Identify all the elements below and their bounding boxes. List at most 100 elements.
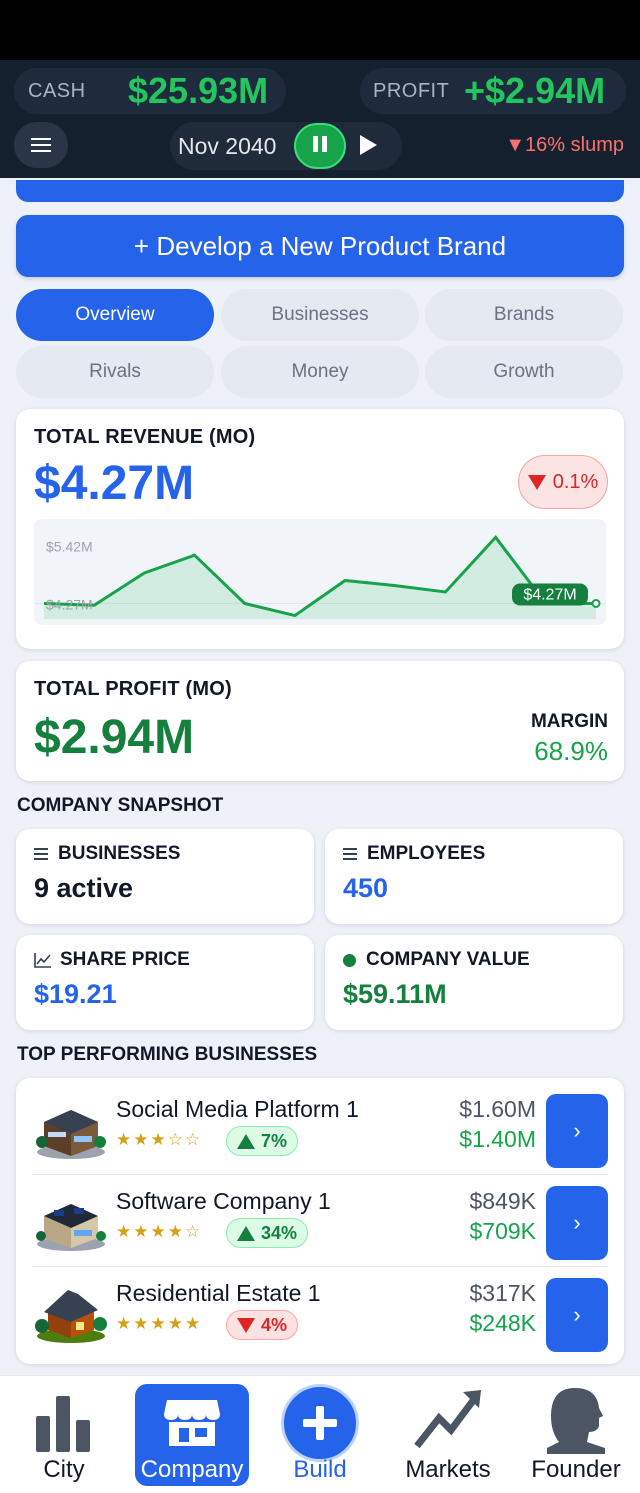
margin-label: MARGIN — [530, 711, 608, 732]
scrolled-card-edge — [16, 180, 624, 202]
nav-build[interactable]: Build — [256, 1376, 384, 1493]
menu-icon — [31, 144, 51, 146]
office-building-icon — [36, 1110, 106, 1159]
change-badge: 34% — [226, 1218, 309, 1248]
star-rating: ★★★☆☆ — [116, 1130, 203, 1149]
chart-tick-label: $5.42M — [46, 538, 93, 554]
share-price-value: $19.21 — [34, 979, 117, 1009]
tab-rivals[interactable]: Rivals — [16, 346, 214, 398]
business-revenue: $849K — [469, 1188, 536, 1214]
tab-overview[interactable]: Overview — [16, 289, 214, 341]
tab-brands[interactable]: Brands — [425, 289, 623, 341]
list-icon — [343, 848, 357, 860]
nav-founder[interactable]: Founder — [512, 1376, 640, 1493]
cash-label: CASH — [28, 79, 86, 102]
tab-money[interactable]: Money — [221, 346, 419, 398]
develop-brand-button[interactable]: + Develop a New Product Brand — [16, 215, 624, 277]
store-icon — [164, 1400, 220, 1446]
cash-value: $25.93M — [128, 70, 269, 111]
house-icon — [35, 1290, 107, 1343]
nav-label: Founder — [531, 1456, 621, 1483]
open-business-button[interactable]: › — [546, 1094, 608, 1168]
tech-building-icon — [36, 1204, 106, 1251]
divider — [32, 1174, 608, 1175]
nav-markets[interactable]: Markets — [384, 1376, 512, 1493]
open-business-button[interactable]: › — [546, 1186, 608, 1260]
play-button[interactable] — [360, 135, 377, 155]
profit-value-large: $2.94M — [34, 711, 195, 764]
businesses-card[interactable]: BUSINESSES 9 active — [16, 829, 314, 924]
bar-chart-icon — [36, 1396, 90, 1452]
businesses-value: 9 active — [34, 873, 134, 903]
cash-display: CASH $25.93M — [14, 68, 286, 114]
profit-label: PROFIT — [373, 79, 450, 102]
employees-value: 450 — [343, 873, 389, 903]
nav-company[interactable]: Company — [135, 1376, 249, 1493]
share-price-label: SHARE PRICE — [60, 949, 190, 970]
company-value-card[interactable]: COMPANY VALUE $59.11M — [325, 935, 623, 1030]
change-value: 4% — [261, 1314, 288, 1335]
nav-label: City — [43, 1456, 85, 1483]
profit-title: TOTAL PROFIT (MO) — [34, 678, 232, 700]
list-item[interactable]: Social Media Platform 1 ★★★☆☆ 7% $1.60M … — [16, 1080, 624, 1172]
company-value-label: COMPANY VALUE — [366, 949, 530, 970]
up-triangle-icon — [237, 1225, 255, 1241]
business-name: Software Company 1 — [116, 1188, 331, 1214]
business-profit: $248K — [469, 1310, 536, 1336]
list-item[interactable]: Software Company 1 ★★★★☆ 34% $849K $709K… — [16, 1172, 624, 1264]
nav-city[interactable]: City — [0, 1376, 128, 1493]
nav-label: Company — [140, 1456, 244, 1483]
profit-value: +$2.94M — [464, 70, 606, 111]
economy-status: ▼16% slump — [505, 134, 624, 156]
revenue-delta: 0.1% — [552, 470, 599, 493]
change-value: 7% — [261, 1130, 288, 1151]
revenue-value: $4.27M — [34, 457, 195, 510]
tab-growth[interactable]: Growth — [425, 346, 623, 398]
game-date: Nov 2040 — [178, 133, 277, 159]
star-rating: ★★★★★ — [116, 1314, 203, 1333]
time-controls: Nov 2040 — [170, 122, 402, 170]
profit-display: PROFIT +$2.94M — [360, 68, 626, 114]
employees-card[interactable]: EMPLOYEES 450 — [325, 829, 623, 924]
divider — [32, 1266, 608, 1267]
chart-series-line — [43, 535, 596, 618]
menu-button[interactable] — [14, 122, 68, 168]
star-rating: ★★★★☆ — [116, 1222, 203, 1241]
person-head-icon — [547, 1388, 605, 1454]
top-businesses-list: Social Media Platform 1 ★★★☆☆ 7% $1.60M … — [16, 1078, 624, 1364]
pause-button[interactable] — [294, 123, 346, 169]
bottom-nav: City Company Build Markets Founder — [0, 1375, 640, 1493]
business-name: Social Media Platform 1 — [116, 1096, 359, 1122]
chart-tick-label: $4.27M — [46, 596, 93, 612]
line-chart-icon — [34, 953, 51, 968]
revenue-title: TOTAL REVENUE (MO) — [34, 426, 256, 448]
business-revenue: $1.60M — [459, 1096, 536, 1122]
list-icon — [34, 848, 48, 860]
plus-icon — [281, 1384, 359, 1462]
chevron-right-icon: › — [573, 1302, 581, 1327]
businesses-label: BUSINESSES — [58, 843, 181, 864]
business-profit: $709K — [469, 1218, 536, 1244]
open-business-button[interactable]: › — [546, 1278, 608, 1352]
share-price-card[interactable]: SHARE PRICE $19.21 — [16, 935, 314, 1030]
nav-label: Markets — [405, 1456, 491, 1483]
revenue-delta-badge: 0.1% — [518, 455, 608, 509]
chart-end-point — [591, 598, 601, 608]
change-value: 34% — [261, 1222, 298, 1243]
change-badge: 7% — [226, 1126, 299, 1156]
employees-label: EMPLOYEES — [367, 843, 486, 864]
down-triangle-icon — [237, 1317, 255, 1333]
down-triangle-icon — [527, 474, 546, 490]
list-item[interactable]: Residential Estate 1 ★★★★★ 4% $317K $248… — [16, 1264, 624, 1356]
tab-businesses[interactable]: Businesses — [221, 289, 419, 341]
revenue-card: TOTAL REVENUE (MO) $4.27M 0.1% $5.42M $4.… — [16, 409, 624, 649]
chart-end-label-bg — [512, 583, 588, 606]
trend-up-icon — [414, 1390, 481, 1449]
revenue-chart: $5.42M $4.27M $4.27M — [34, 519, 606, 625]
chevron-right-icon: › — [573, 1118, 581, 1143]
business-profit: $1.40M — [459, 1126, 536, 1152]
business-revenue: $317K — [469, 1280, 536, 1306]
up-triangle-icon — [237, 1133, 255, 1149]
snapshot-heading: COMPANY SNAPSHOT — [17, 795, 224, 816]
status-dot-icon — [343, 953, 356, 967]
